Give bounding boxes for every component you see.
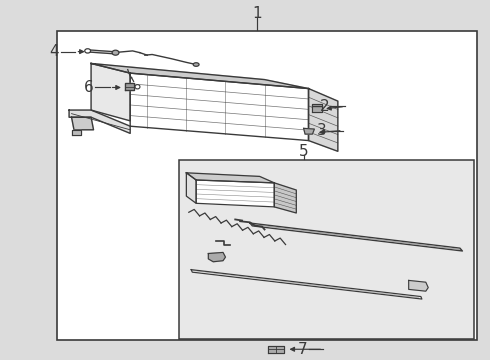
Bar (179, 160, 474, 338)
Polygon shape (72, 130, 81, 135)
Polygon shape (186, 173, 196, 203)
Text: 7: 7 (297, 342, 307, 357)
Polygon shape (196, 180, 274, 207)
Bar (57, 31, 477, 339)
Ellipse shape (112, 50, 119, 55)
Polygon shape (274, 183, 296, 213)
Text: 1: 1 (252, 6, 262, 21)
Ellipse shape (193, 63, 199, 66)
Text: 6: 6 (84, 80, 94, 95)
Polygon shape (125, 83, 134, 90)
Polygon shape (88, 50, 113, 54)
Polygon shape (409, 280, 428, 291)
Polygon shape (191, 270, 422, 299)
Polygon shape (309, 89, 338, 151)
Polygon shape (72, 117, 94, 130)
Polygon shape (269, 346, 284, 353)
Text: 5: 5 (299, 144, 308, 159)
Polygon shape (304, 129, 315, 134)
Polygon shape (69, 110, 130, 134)
Text: 3: 3 (317, 123, 327, 138)
Polygon shape (250, 223, 463, 251)
Polygon shape (186, 173, 274, 183)
Ellipse shape (85, 49, 91, 53)
Polygon shape (91, 63, 130, 121)
Polygon shape (91, 63, 309, 89)
Text: 4: 4 (49, 44, 59, 59)
Ellipse shape (135, 85, 140, 89)
Polygon shape (313, 104, 322, 112)
Polygon shape (208, 252, 225, 262)
Polygon shape (130, 73, 309, 140)
Text: 2: 2 (319, 99, 329, 114)
